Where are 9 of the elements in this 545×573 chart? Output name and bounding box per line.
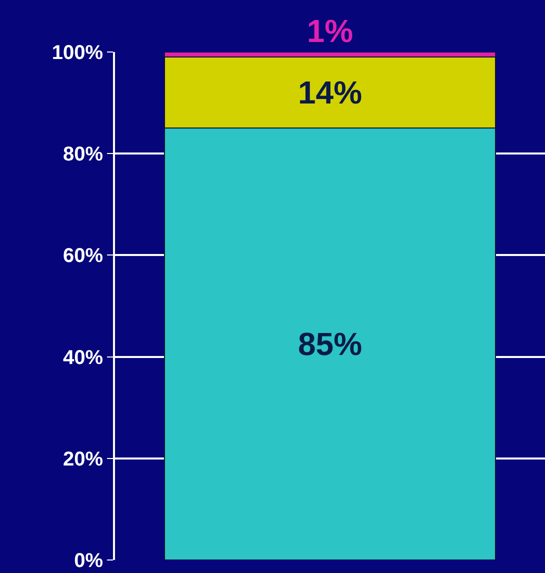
- data-label: 14%: [298, 74, 362, 111]
- y-tick-label: 80%: [62, 144, 104, 166]
- y-tick-label: 60%: [62, 245, 104, 268]
- data-label: 1%: [306, 13, 354, 49]
- y-tick-label: 40%: [62, 346, 104, 369]
- y-tick-label: 100%: [52, 42, 104, 64]
- y-tick-label: 0%: [74, 550, 104, 572]
- y-tick-label: 20%: [62, 448, 104, 470]
- data-label: 85%: [298, 326, 362, 362]
